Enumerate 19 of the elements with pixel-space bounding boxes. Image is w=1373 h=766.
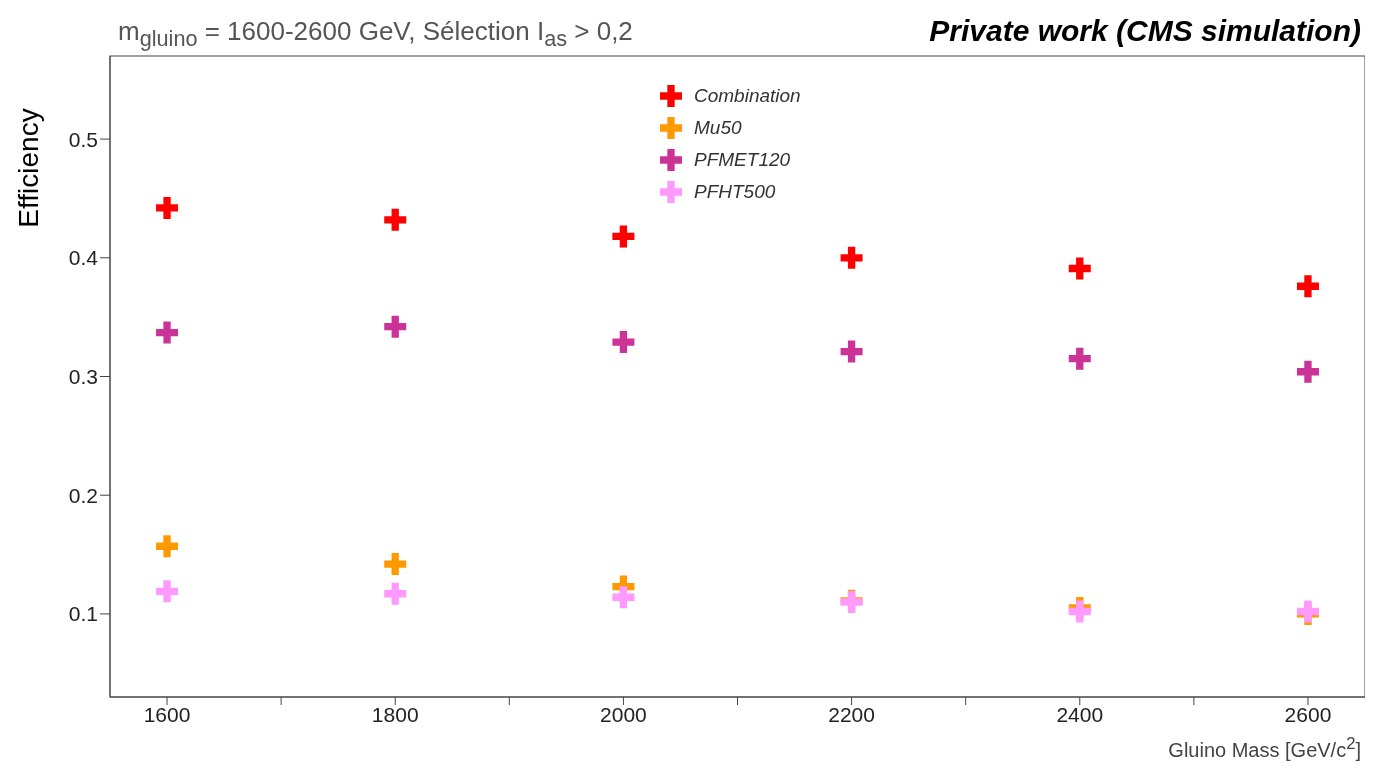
legend-label: Combination (694, 85, 801, 107)
legend-label: PFHT500 (694, 181, 776, 203)
y-tick-label: 0.4 (68, 246, 99, 270)
x-axis-title: Gluino Mass [GeV/c$^{2}$] (1168, 734, 1361, 762)
text: Private work (CMS simulation) (929, 14, 1361, 48)
x-tick-label: 1800 (371, 702, 419, 726)
y-tick-label: 0.5 (68, 127, 98, 151)
x-tick-label: 2000 (600, 702, 647, 726)
legend-label: PFMET120 (694, 149, 791, 171)
y-tick-label: 0.3 (68, 364, 98, 388)
x-tick-label: 1600 (143, 702, 191, 726)
chart-title: m$_{gluino}$ = 1600-2600 GeV, Sélection I$_{as}$ > 0,2 (118, 16, 633, 53)
y-tick-label: 0.1 (68, 602, 98, 626)
x-tick-label: 2400 (1056, 702, 1104, 726)
x-tick-label: 2600 (1284, 702, 1332, 726)
x-tick-label: 2200 (828, 702, 875, 726)
y-axis-title: Efficiency (13, 108, 44, 228)
y-tick-label: 0.2 (68, 483, 98, 507)
legend-label: Mu50 (694, 117, 742, 139)
